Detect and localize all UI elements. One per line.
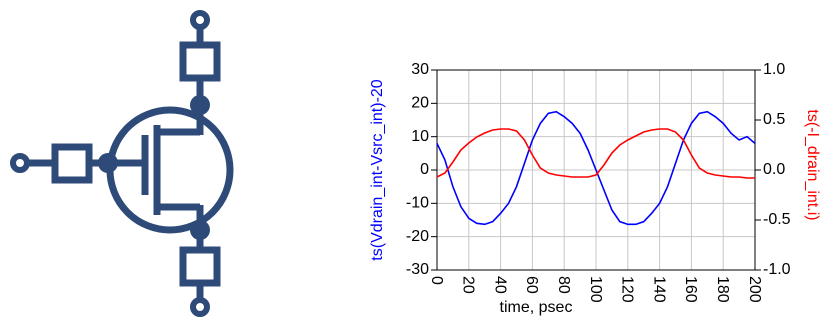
y-tick-label: 30 [411, 61, 429, 78]
x-tick-label: 60 [523, 276, 540, 294]
plot-frame [436, 69, 756, 271]
device-circle [106, 106, 234, 234]
x-tick-label: 0 [428, 276, 445, 285]
x-tick-label: 200 [746, 276, 763, 303]
drain-port [179, 41, 221, 82]
x-tick-label: 180 [714, 276, 731, 303]
y2-tick-label: 1.0 [763, 61, 785, 78]
source-terminal [190, 297, 210, 317]
y2-axis-label: ts(-I_drain_int.i) [804, 109, 821, 220]
junction [190, 220, 210, 240]
y-tick-label: -20 [406, 228, 429, 245]
y-tick-label: 0 [420, 161, 429, 178]
y-axis-label: ts(Vdrain_int-Vsrc_int)-20 [369, 79, 386, 261]
x-tick-label: 80 [555, 276, 572, 294]
y2-tick-label: 0.0 [763, 161, 785, 178]
y2-tick-label: -0.5 [763, 211, 791, 228]
gate-terminal [10, 153, 30, 173]
series-line [436, 128, 755, 179]
fet-symbol [10, 10, 234, 317]
gate-port [51, 143, 93, 184]
source-port [179, 246, 221, 287]
y-tick-label: -10 [406, 195, 429, 212]
x-tick-label: 120 [619, 276, 636, 303]
drain-terminal [190, 10, 210, 30]
y-tick-label: 10 [411, 128, 429, 145]
y-tick-label: 20 [411, 95, 429, 112]
series-line [436, 110, 756, 226]
x-tick-label: 160 [682, 276, 699, 303]
y2-tick-label: 0.5 [763, 111, 785, 128]
x-axis-label: time, psec [500, 299, 573, 316]
x-tick-label: 40 [491, 276, 508, 294]
junction [190, 95, 210, 115]
x-tick-label: 140 [650, 276, 667, 303]
x-tick-label: 100 [587, 276, 604, 303]
x-tick-label: 20 [460, 276, 477, 294]
y-tick-label: -30 [406, 261, 429, 278]
y2-tick-label: -1.0 [763, 261, 791, 278]
junction [98, 153, 118, 173]
